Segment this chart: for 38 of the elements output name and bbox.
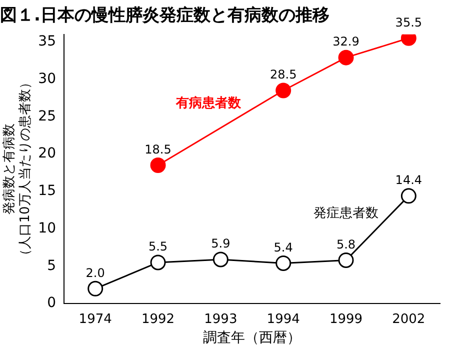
x-tick-label: 1992 (141, 312, 175, 327)
point (276, 255, 292, 271)
x-axis-title: 調査年（西暦） (203, 330, 302, 346)
data-label: 14.4 (395, 173, 422, 188)
series-label: 発症患者数 (314, 206, 379, 222)
data-label: 5.5 (148, 240, 168, 254)
y-tick-label: 15 (38, 183, 56, 200)
data-label: 5.4 (274, 240, 293, 254)
y-tick-label: 0 (47, 295, 56, 312)
point (400, 188, 416, 204)
point (150, 158, 166, 174)
data-label: 2.0 (86, 266, 105, 280)
y-tick-label: 20 (38, 146, 56, 162)
y-tick-label: 35 (38, 34, 56, 50)
point (338, 50, 354, 66)
y-tick-label: 30 (38, 70, 56, 87)
data-label: 35.5 (395, 15, 422, 30)
data-label: 32.9 (332, 34, 360, 49)
y-tick-label: 25 (38, 108, 56, 124)
x-tick-label: 1974 (78, 312, 112, 327)
y-tick-label: 5 (47, 258, 56, 274)
x-tick-label: 1999 (329, 312, 363, 327)
point (276, 82, 292, 98)
data-label: 5.9 (211, 236, 230, 251)
point (150, 254, 166, 270)
point (338, 252, 354, 268)
point (88, 280, 104, 296)
data-label: 28.5 (270, 68, 297, 82)
x-tick-label: 1993 (204, 312, 238, 327)
data-label: 5.8 (336, 237, 356, 252)
x-tick-label: 2002 (392, 312, 426, 327)
y-tick-label: 10 (38, 220, 56, 236)
series-label: 有病患者数 (175, 95, 242, 112)
data-label: 18.5 (144, 142, 172, 156)
x-tick-label: 1994 (266, 312, 300, 327)
chart-title: 図１.日本の慢性膵炎発症数と有病数の推移 (0, 6, 330, 26)
y-axis-title: 発病数と有病数（人口10万人当たりの患者数） (2, 76, 33, 262)
point (212, 252, 228, 268)
